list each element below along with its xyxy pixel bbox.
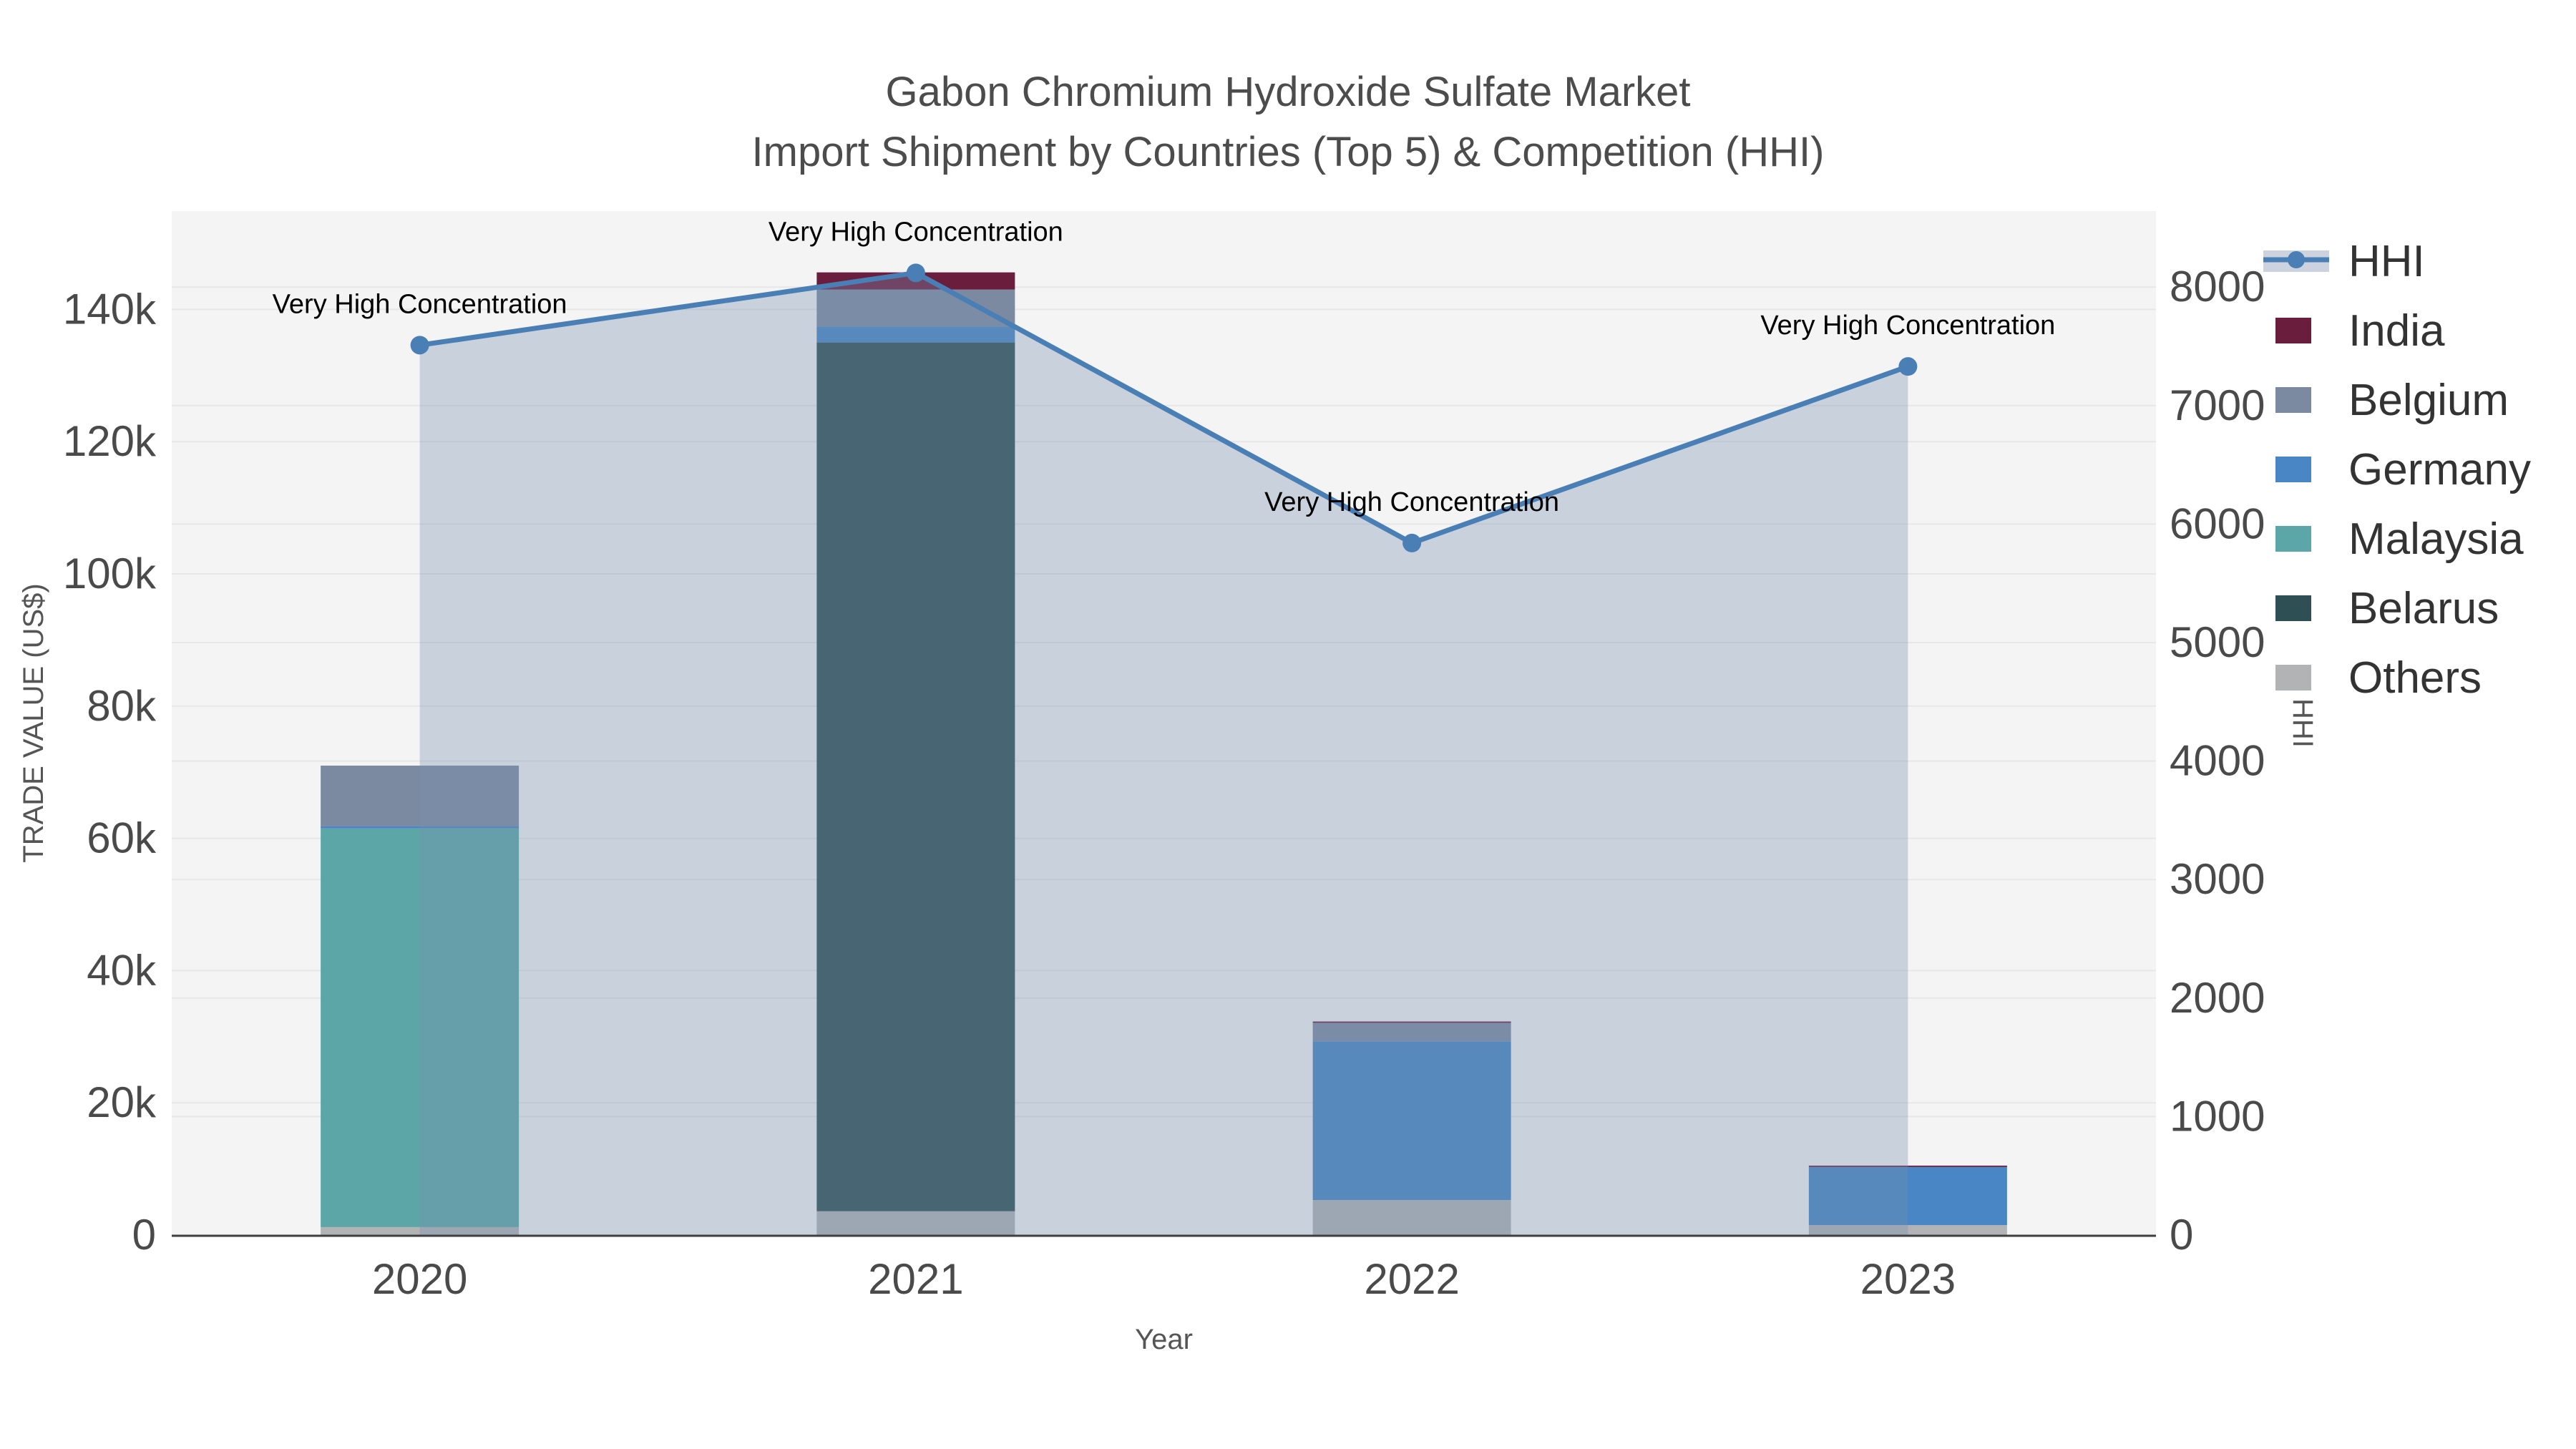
- bar-segment-germany-2020[interactable]: [321, 826, 519, 829]
- hhi-marker-2020[interactable]: [410, 336, 429, 355]
- x-tick-2023: 2023: [1860, 1255, 1956, 1303]
- bar-segment-belgium-2020[interactable]: [321, 765, 519, 826]
- hhi-marker-2021[interactable]: [906, 263, 925, 283]
- y-right-tick-2000: 2000: [2170, 974, 2265, 1022]
- hhi-area-fill: [419, 273, 1908, 1235]
- bar-segment-others-2021[interactable]: [816, 1211, 1015, 1235]
- y-left-axis-title: TRADE VALUE (US$): [18, 583, 49, 862]
- annotation-2021: Very High Concentration: [769, 217, 1063, 247]
- y-right-tick-1000: 1000: [2170, 1092, 2265, 1140]
- legend-swatch-germany-icon: [2275, 457, 2311, 482]
- y-right-tick-4000: 4000: [2170, 737, 2265, 785]
- bar-segment-germany-2022[interactable]: [1312, 1041, 1511, 1201]
- x-tick-2020: 2020: [372, 1255, 467, 1303]
- y-right-axis-title: HHI: [2287, 698, 2318, 748]
- bar-segment-germany-2021[interactable]: [816, 326, 1015, 343]
- legend-label-belarus: Belarus: [2348, 584, 2499, 633]
- legend-item-others[interactable]: Others: [2275, 653, 2482, 703]
- legend-item-hhi[interactable]: HHI: [2263, 237, 2425, 286]
- legend-swatch-belgium-icon: [2275, 387, 2311, 413]
- y-left-tick-60k: 60k: [87, 814, 157, 862]
- y-left-tick-120k: 120k: [63, 417, 157, 465]
- legend-item-malaysia[interactable]: Malaysia: [2275, 514, 2524, 564]
- hhi-marker-2022[interactable]: [1402, 533, 1422, 552]
- legend-swatch-others-icon: [2275, 665, 2311, 691]
- legend-item-germany[interactable]: Germany: [2275, 445, 2531, 494]
- legend-item-belarus[interactable]: Belarus: [2275, 584, 2499, 633]
- legend-label-germany: Germany: [2348, 445, 2531, 494]
- y-right-tick-7000: 7000: [2170, 381, 2265, 429]
- annotation-2022: Very High Concentration: [1264, 487, 1559, 517]
- bar-segment-others-2023[interactable]: [1808, 1225, 2007, 1235]
- x-tick-2022: 2022: [1364, 1255, 1459, 1303]
- legend-label-others: Others: [2348, 653, 2482, 703]
- y-left-tick-40k: 40k: [87, 946, 157, 994]
- legend-item-belgium[interactable]: Belgium: [2275, 376, 2509, 425]
- bar-segment-india-2023[interactable]: [1808, 1165, 2007, 1167]
- bar-segment-india-2022[interactable]: [1312, 1021, 1511, 1023]
- bar-segment-belarus-2021[interactable]: [816, 342, 1015, 1211]
- bar-segment-others-2020[interactable]: [321, 1226, 519, 1235]
- y-right-tick-3000: 3000: [2170, 855, 2265, 903]
- y-right-tick-0: 0: [2170, 1211, 2193, 1259]
- y-right-tick-5000: 5000: [2170, 618, 2265, 666]
- legend-item-india[interactable]: India: [2275, 306, 2445, 356]
- y-left-tick-20k: 20k: [87, 1078, 157, 1126]
- y-right-tick-8000: 8000: [2170, 263, 2265, 311]
- bar-segment-others-2022[interactable]: [1312, 1200, 1511, 1235]
- legend-swatch-india-icon: [2275, 318, 2311, 343]
- y-left-tick-0: 0: [132, 1211, 156, 1259]
- x-axis-title: Year: [1135, 1324, 1193, 1355]
- hhi-marker-2023[interactable]: [1898, 357, 1918, 376]
- bar-segment-belgium-2022[interactable]: [1312, 1023, 1511, 1042]
- bar-segment-malaysia-2020[interactable]: [321, 828, 519, 1227]
- chart-title-line1: Gabon Chromium Hydroxide Sulfate Market: [885, 69, 1690, 115]
- legend-hhi-marker-icon: [2288, 251, 2305, 268]
- y-left-tick-140k: 140k: [63, 285, 157, 333]
- annotation-2023: Very High Concentration: [1760, 311, 2055, 341]
- legend-label-belgium: Belgium: [2348, 376, 2509, 425]
- legend-label-india: India: [2348, 306, 2445, 356]
- x-tick-2021: 2021: [868, 1255, 963, 1303]
- chart-title-line2: Import Shipment by Countries (Top 5) & C…: [752, 129, 1825, 175]
- legend-swatch-belarus-icon: [2275, 595, 2311, 621]
- legend-label-malaysia: Malaysia: [2348, 514, 2524, 564]
- y-left-tick-100k: 100k: [63, 550, 157, 597]
- legend-swatch-malaysia-icon: [2275, 526, 2311, 552]
- bar-segment-germany-2023[interactable]: [1808, 1166, 2007, 1226]
- hhi-line: [419, 270, 1909, 546]
- y-right-tick-6000: 6000: [2170, 499, 2265, 547]
- legend-label-hhi: HHI: [2348, 237, 2425, 286]
- y-left-tick-80k: 80k: [87, 682, 157, 730]
- annotation-2020: Very High Concentration: [273, 289, 567, 319]
